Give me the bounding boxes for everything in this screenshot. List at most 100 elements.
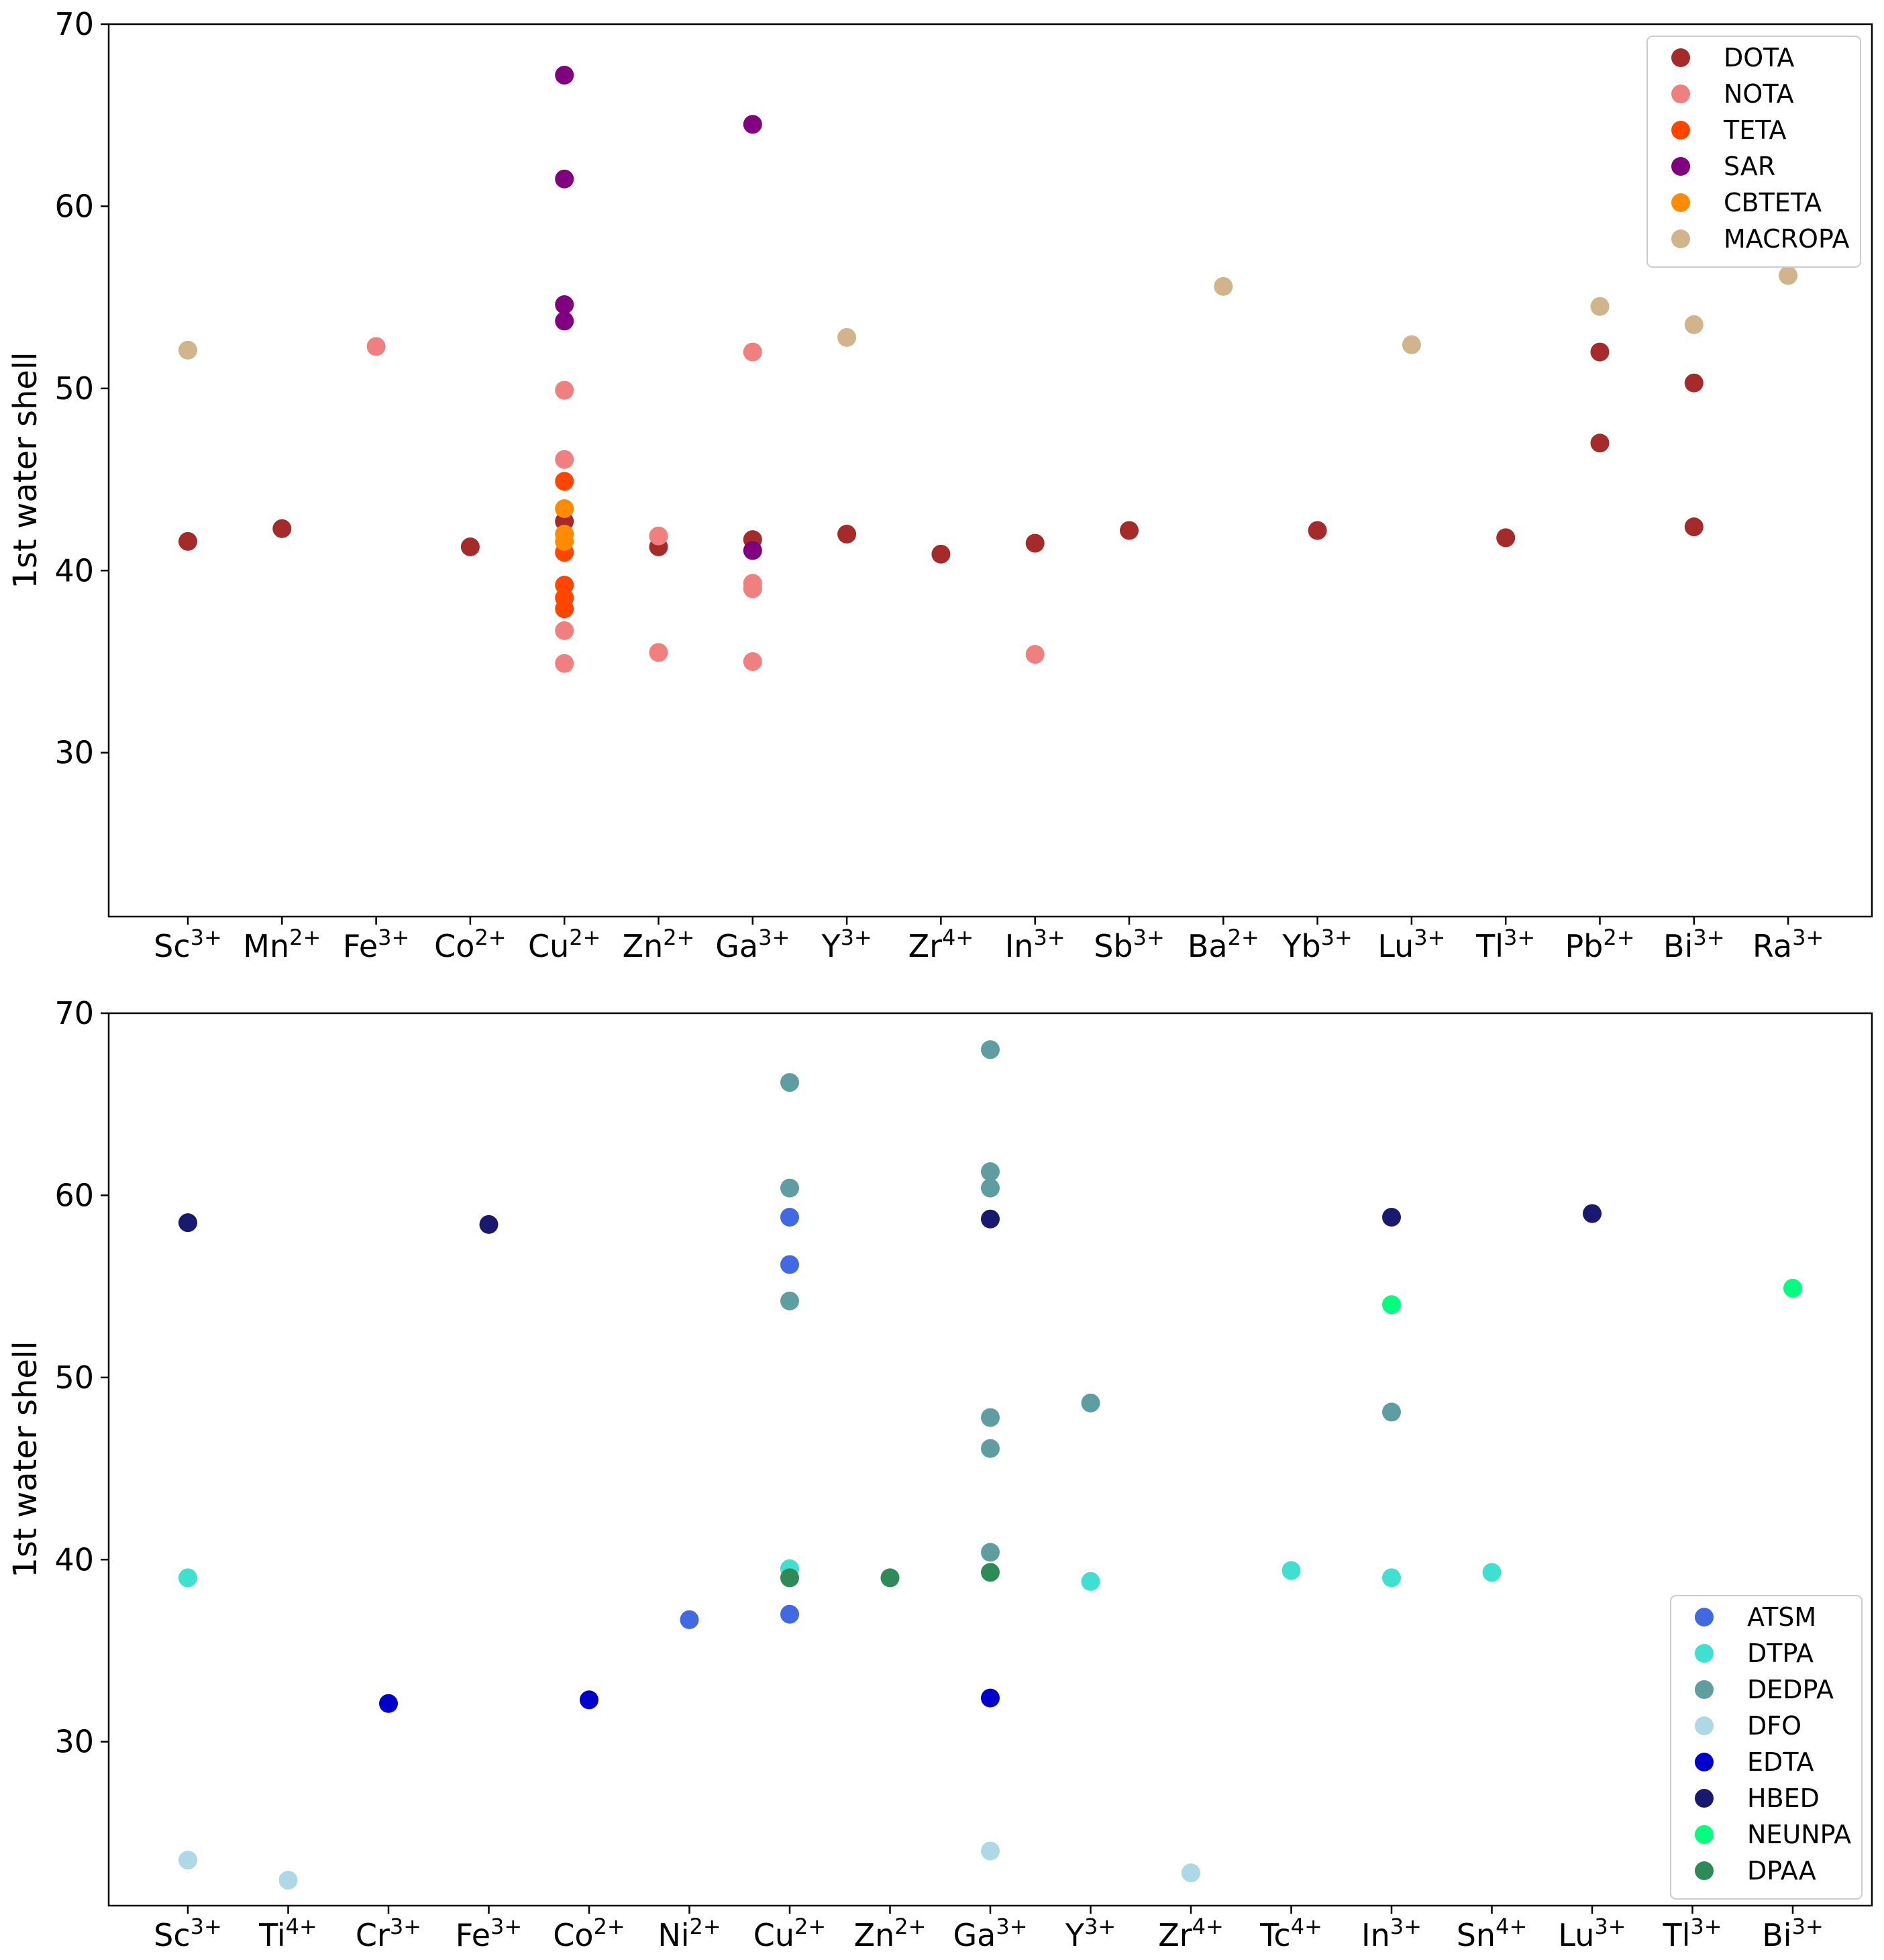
legend-marker xyxy=(1695,1680,1714,1699)
data-point xyxy=(1382,1402,1401,1422)
y-tick-label: 40 xyxy=(54,1541,94,1578)
legend-marker xyxy=(1695,1825,1714,1844)
legend-label-atsm: ATSM xyxy=(1747,1602,1816,1632)
legend-marker xyxy=(1671,121,1690,140)
data-point xyxy=(1025,645,1045,664)
data-point xyxy=(1402,335,1421,354)
x-tick-label-zr: Zr4+ xyxy=(908,925,974,964)
data-point xyxy=(780,1291,799,1310)
data-point xyxy=(981,1688,1000,1708)
data-point xyxy=(278,1871,298,1890)
legend-label-dedpa: DEDPA xyxy=(1747,1675,1834,1704)
legend-box xyxy=(1646,36,1861,268)
x-tick-label-ga: Ga3+ xyxy=(953,1914,1027,1953)
series-dedpa xyxy=(780,1040,1401,1562)
legend: DOTA NOTA TETA SAR CBTETA MACROPA xyxy=(1646,36,1861,268)
legend-marker xyxy=(1671,48,1690,67)
x-tick-label-cr: Cr3+ xyxy=(356,1914,421,1953)
data-point xyxy=(1182,1863,1200,1883)
x-tick-label-lu: Lu3+ xyxy=(1558,1914,1626,1953)
data-point xyxy=(981,1543,1000,1562)
data-point xyxy=(1684,315,1704,334)
x-tick-label-fe: Fe3+ xyxy=(343,925,409,964)
data-point xyxy=(981,1841,1000,1861)
data-point xyxy=(1382,1295,1401,1314)
legend-marker xyxy=(1695,1608,1714,1627)
data-point xyxy=(1382,1568,1401,1588)
x-tick-label-bi: Bi3+ xyxy=(1762,1914,1824,1953)
x-tick-label-yb: Yb3+ xyxy=(1281,925,1352,964)
x-tick-label-zn: Zn2+ xyxy=(623,925,695,964)
data-point xyxy=(981,1563,1000,1582)
legend-label-sar: SAR xyxy=(1724,152,1775,181)
data-point xyxy=(981,1439,1000,1458)
data-point xyxy=(555,472,574,491)
legend-label-dpaa: DPAA xyxy=(1747,1856,1816,1886)
x-tick-label-lu: Lu3+ xyxy=(1377,925,1445,964)
series-atsm xyxy=(680,1208,799,1629)
data-point xyxy=(1025,533,1045,553)
y-tick-label: 60 xyxy=(54,188,94,224)
series-dota xyxy=(178,342,1704,564)
data-point xyxy=(555,169,574,189)
data-point xyxy=(379,1694,398,1713)
data-point xyxy=(981,1162,1000,1182)
data-point xyxy=(1081,1571,1100,1591)
x-tick-label-mn: Mn2+ xyxy=(243,925,321,964)
data-point xyxy=(780,1255,799,1274)
data-point xyxy=(743,579,762,599)
x-tick-label-fe: Fe3+ xyxy=(456,1914,522,1953)
legend-label-hbed: HBED xyxy=(1747,1784,1820,1813)
x-tick-label-y: Y3+ xyxy=(1065,1914,1116,1953)
y-tick-label: 70 xyxy=(54,6,94,42)
data-point xyxy=(931,544,951,564)
data-point xyxy=(743,342,762,362)
data-point xyxy=(555,450,574,469)
data-point xyxy=(178,1851,197,1870)
legend-marker xyxy=(1695,1644,1714,1663)
data-point xyxy=(780,1178,799,1198)
x-tick-label-y: Y3+ xyxy=(821,925,872,964)
x-tick-label-in: In3+ xyxy=(1361,1914,1422,1953)
data-point xyxy=(743,652,762,671)
data-point xyxy=(1590,433,1610,453)
data-point xyxy=(555,599,574,619)
data-point xyxy=(1496,528,1516,548)
series-dpaa xyxy=(780,1563,1000,1588)
legend-label-edta: EDTA xyxy=(1747,1747,1814,1777)
y-tick-label: 60 xyxy=(54,1177,94,1213)
legend-marker xyxy=(1671,193,1690,212)
data-point xyxy=(1482,1563,1502,1582)
data-point xyxy=(780,1604,799,1624)
data-point xyxy=(555,654,574,673)
y-tick-label: 40 xyxy=(54,552,94,588)
legend-marker xyxy=(1695,1716,1714,1735)
data-point xyxy=(981,1178,1000,1198)
legend-label-macropa: MACROPA xyxy=(1724,224,1849,254)
data-point xyxy=(1779,266,1798,285)
series-dtpa xyxy=(178,1559,1502,1591)
data-point xyxy=(743,541,762,560)
data-point xyxy=(555,311,574,331)
data-point xyxy=(555,66,574,85)
data-point xyxy=(837,525,857,544)
series-edta xyxy=(379,1688,1000,1713)
legend-label-cbteta: CBTETA xyxy=(1724,188,1822,217)
data-point xyxy=(555,295,574,314)
y-axis-label: 1st water shell xyxy=(7,1341,44,1578)
y-tick-label: 70 xyxy=(54,995,94,1031)
data-point xyxy=(680,1610,699,1629)
data-point xyxy=(366,337,386,356)
x-tick-label-co: Co2+ xyxy=(434,925,506,964)
data-point xyxy=(460,537,480,556)
x-tick-label-bi: Bi3+ xyxy=(1663,925,1725,964)
data-point xyxy=(1783,1278,1802,1298)
data-point xyxy=(649,643,668,662)
data-point xyxy=(580,1690,598,1710)
legend-marker xyxy=(1695,1861,1714,1880)
x-tick-label-tc: Tc4+ xyxy=(1259,1914,1322,1953)
data-point xyxy=(981,1040,1000,1060)
data-point xyxy=(178,531,197,551)
data-point xyxy=(743,115,762,134)
